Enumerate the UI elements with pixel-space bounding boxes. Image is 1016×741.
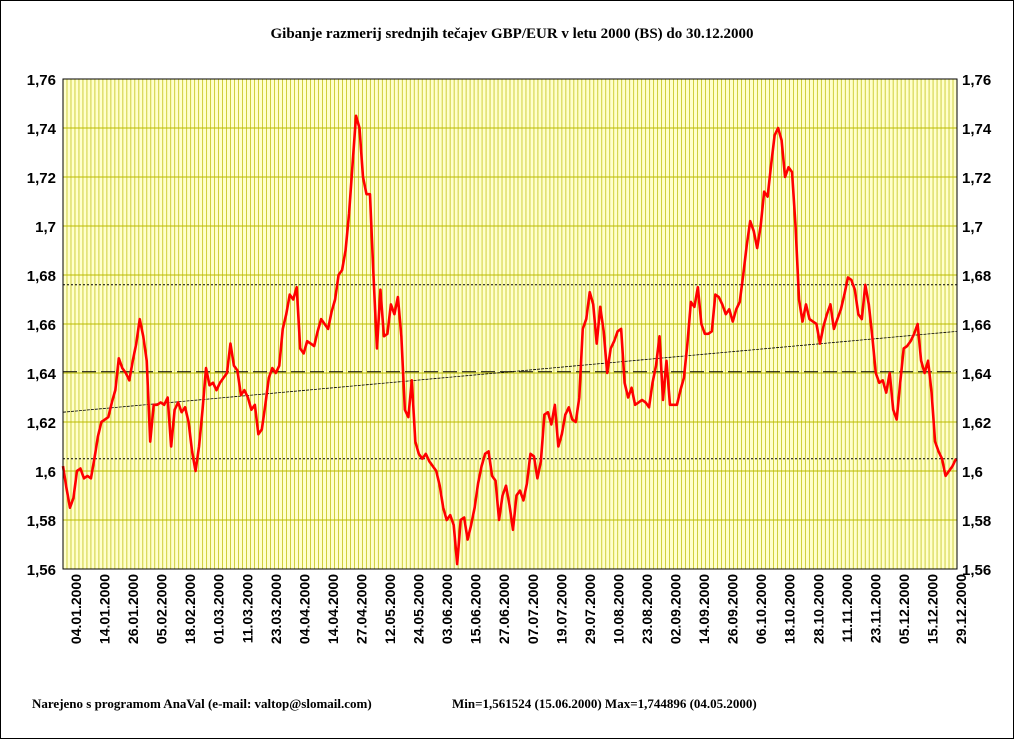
y-tick-label-right: 1,58 <box>962 513 991 530</box>
x-tick-label: 24.05.2000 <box>411 574 427 644</box>
y-axis-right: 1,56 1,58 1,6 1,62 1,64 1,66 1,68 1,7 1,72 1,74 1,… <box>962 72 992 579</box>
x-tick-label: 04.01.2000 <box>68 574 84 644</box>
x-tick-label: 27.06.2000 <box>496 574 512 644</box>
x-tick-label: 04.04.2000 <box>296 574 312 644</box>
y-tick-label-right: 1,62 <box>962 415 991 432</box>
x-tick-label: 03.06.2000 <box>439 574 455 644</box>
x-tick-label: 15.06.2000 <box>468 574 484 644</box>
y-tick-label-left: 1,66 <box>27 317 56 334</box>
x-tick-label: 11.11.2000 <box>839 574 855 643</box>
x-axis: 04.01.2000 14.01.2000 26.01.2000 05.02.2000… <box>68 574 969 644</box>
y-tick-label-left: 1,72 <box>27 170 56 187</box>
footer-stats: Min=1,561524 (15.06.2000) Max=1,744896 (… <box>452 696 757 711</box>
x-tick-label: 29.12.2000 <box>953 574 969 644</box>
y-tick-label-right: 1,7 <box>962 219 983 236</box>
x-tick-label: 05.12.2000 <box>896 574 912 644</box>
y-tick-label-left: 1,68 <box>27 268 56 285</box>
y-tick-label-right: 1,56 <box>962 562 991 579</box>
x-tick-label: 15.12.2000 <box>924 574 940 644</box>
y-tick-label-left: 1,7 <box>35 219 56 236</box>
x-tick-label: 14.09.2000 <box>696 574 712 644</box>
series-line <box>61 114 958 566</box>
x-tick-label: 26.09.2000 <box>725 574 741 644</box>
x-tick-label: 19.07.2000 <box>553 574 569 644</box>
y-tick-label-left: 1,76 <box>27 72 56 89</box>
x-tick-label: 27.04.2000 <box>353 574 369 644</box>
trend-line <box>62 330 958 413</box>
y-tick-label-right: 1,6 <box>962 464 983 481</box>
x-tick-label: 18.02.2000 <box>182 574 198 644</box>
y-tick-label-left: 1,74 <box>27 121 57 138</box>
reference-lines <box>62 284 958 460</box>
y-tick-label-left: 1,6 <box>35 464 56 481</box>
y-tick-label-left: 1,62 <box>27 415 56 432</box>
footer-credit: Narejeno s programom AnaVal (e-mail: val… <box>32 696 372 711</box>
y-axis-left: 1,56 1,58 1,6 1,62 1,64 1,66 1,68 1,7 1,72 1,74 1,… <box>27 72 57 579</box>
x-tick-label: 14.04.2000 <box>325 574 341 644</box>
chart-title: Gibanje razmerij srednjih tečajev GBP/EU… <box>270 26 753 42</box>
y-tick-label-left: 1,56 <box>27 562 56 579</box>
y-tick-label-left: 1,58 <box>27 513 56 530</box>
x-tick-label: 29.07.2000 <box>582 574 598 644</box>
y-tick-label-left: 1,64 <box>27 366 57 383</box>
y-tick-label-right: 1,72 <box>962 170 991 187</box>
x-tick-label: 10.08.2000 <box>610 574 626 644</box>
x-tick-label: 07.07.2000 <box>525 574 541 644</box>
x-tick-label: 12.05.2000 <box>382 574 398 644</box>
series-group <box>61 114 958 566</box>
x-tick-label: 06.10.2000 <box>753 574 769 644</box>
y-tick-label-right: 1,76 <box>962 72 991 89</box>
y-tick-label-right: 1,64 <box>962 366 992 383</box>
y-tick-label-right: 1,66 <box>962 317 991 334</box>
x-tick-label: 18.10.2000 <box>782 574 798 644</box>
x-tick-label: 23.11.2000 <box>867 574 883 644</box>
plot-border <box>62 78 958 570</box>
x-tick-label: 23.03.2000 <box>268 574 284 644</box>
x-tick-label: 28.10.2000 <box>810 574 826 644</box>
x-tick-label: 05.02.2000 <box>154 574 170 644</box>
x-tick-label: 01.03.2000 <box>211 574 227 644</box>
x-tick-label: 11.03.2000 <box>239 574 255 644</box>
x-tick-label: 26.01.2000 <box>125 574 141 644</box>
y-tick-label-right: 1,74 <box>962 121 992 138</box>
y-tick-label-right: 1,68 <box>962 268 991 285</box>
x-tick-label: 23.08.2000 <box>639 574 655 644</box>
x-tick-label: 14.01.2000 <box>97 574 113 644</box>
x-tick-label: 02.09.2000 <box>668 574 684 644</box>
